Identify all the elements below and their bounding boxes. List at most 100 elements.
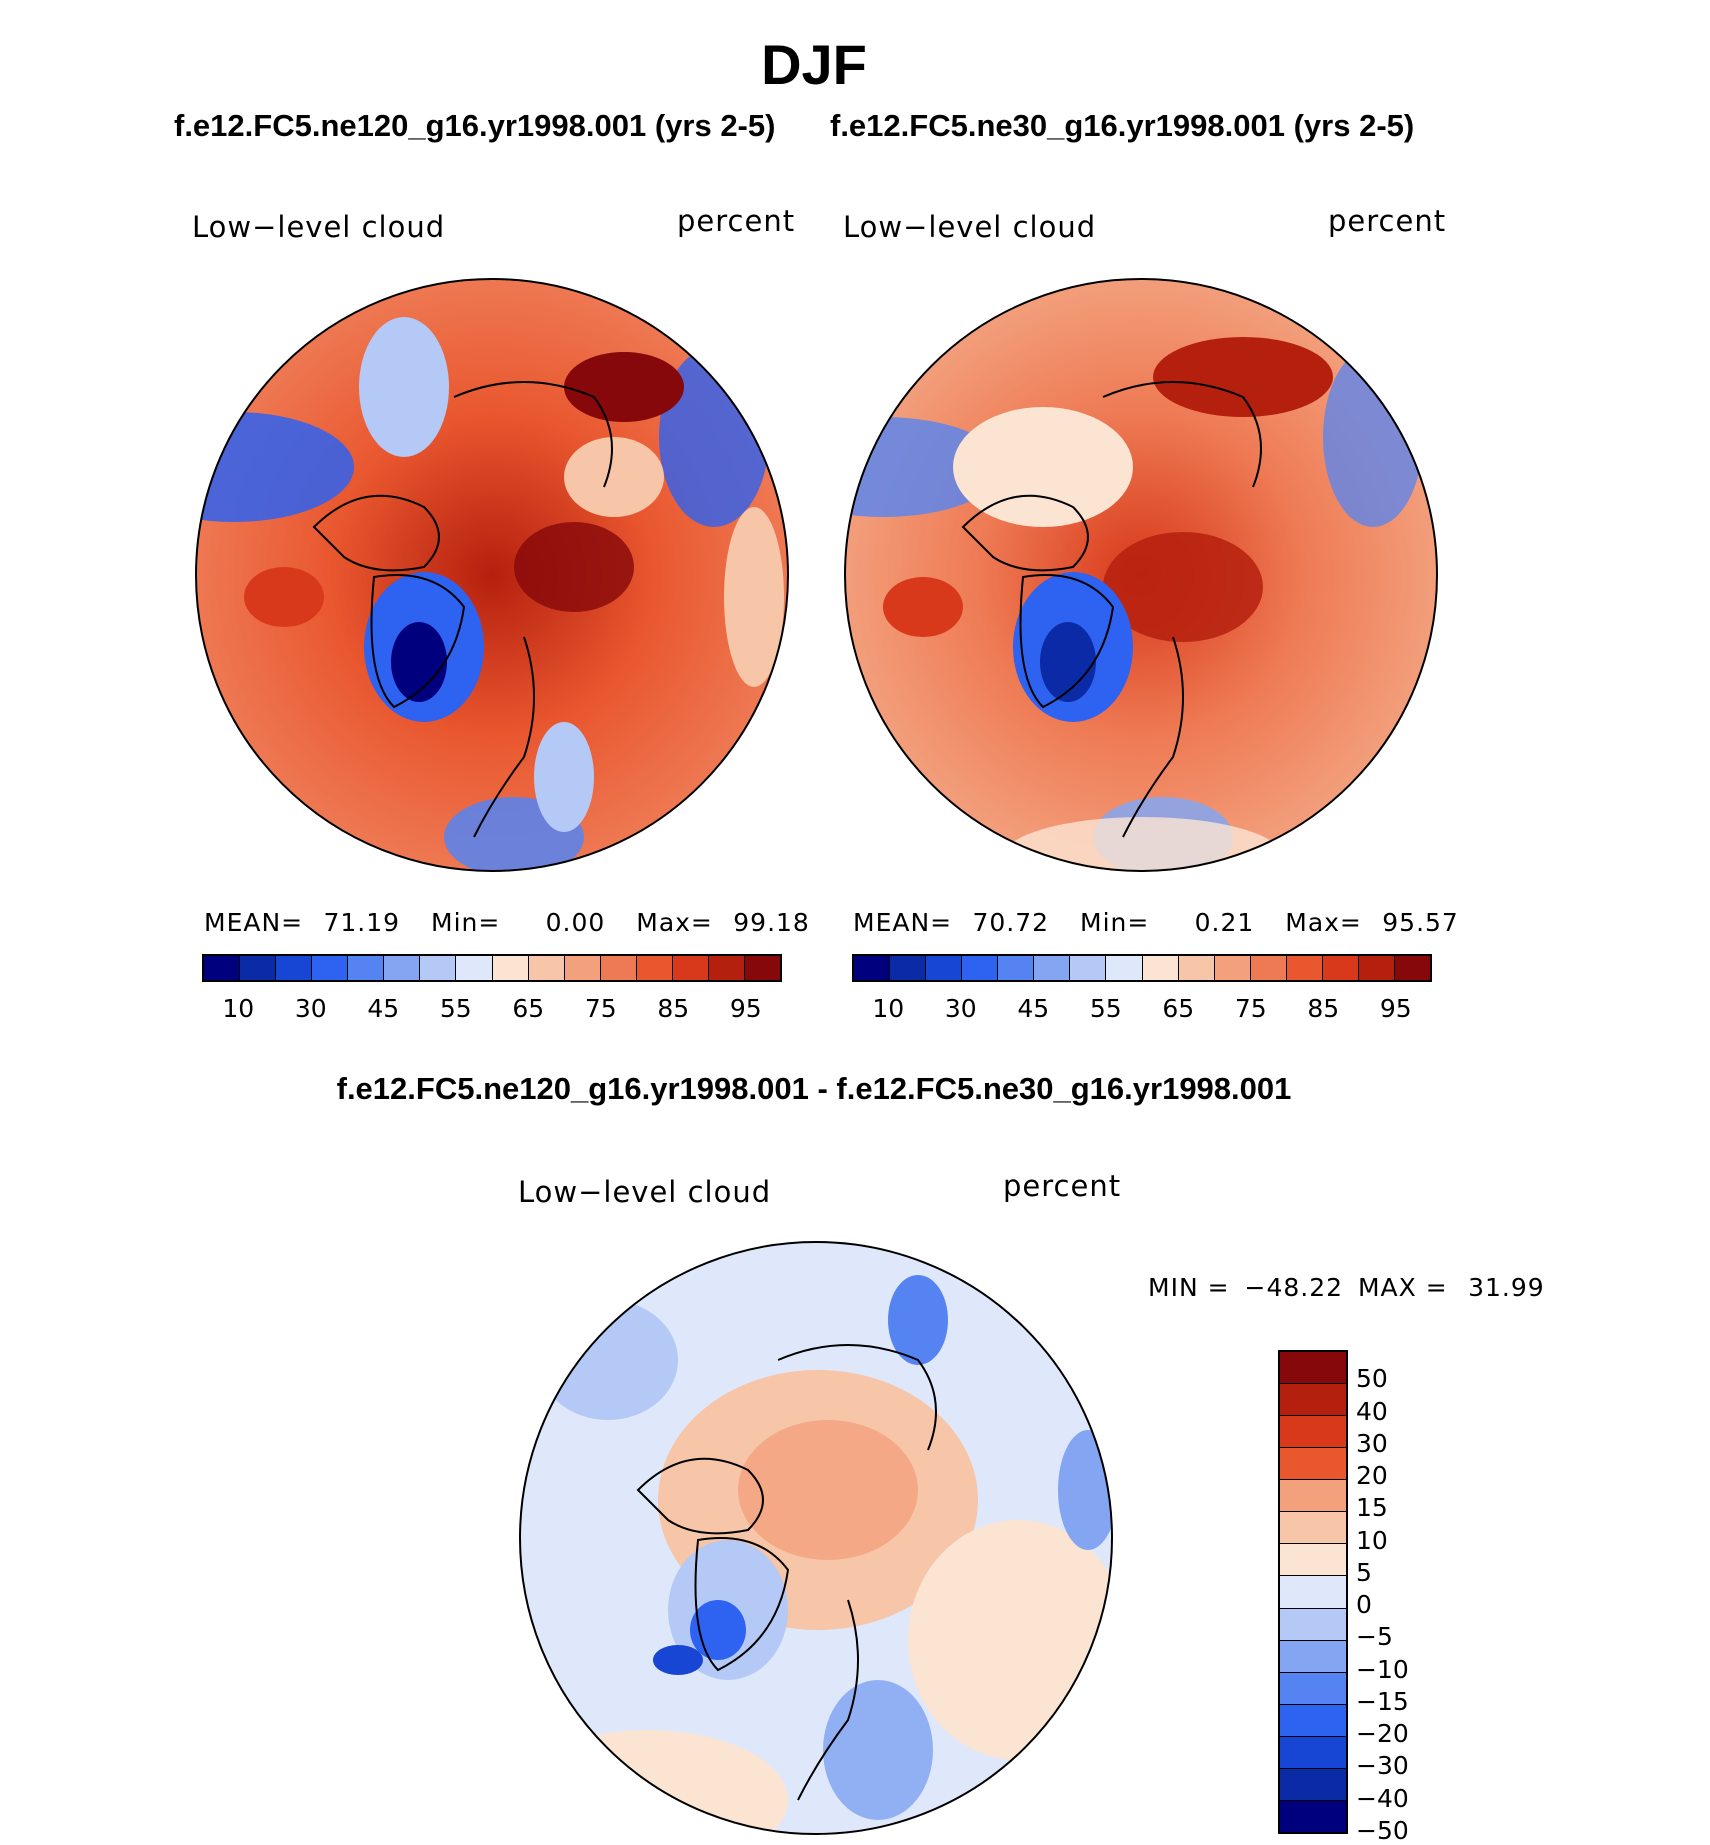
colorbar-tick-label: 55 <box>439 994 472 1023</box>
panel2-case-title: f.e12.FC5.ne30_g16.yr1998.001 (yrs 2-5) <box>830 108 1415 143</box>
colorbar-segment <box>1280 1704 1346 1737</box>
colorbar-tick-label: 55 <box>1089 994 1122 1023</box>
colorbar-tick-label: 50 <box>1356 1364 1388 1394</box>
panel1-stats: MEAN= 71.19 Min= 0.00 Max= 99.18 <box>204 908 810 937</box>
colorbar-segment <box>854 956 891 980</box>
diff-units-label: percent <box>1003 1169 1122 1203</box>
diff-colorbar <box>1278 1350 1348 1834</box>
colorbar-segment <box>1280 1768 1346 1801</box>
colorbar-segment <box>1250 956 1287 980</box>
colorbar-tick-label: −15 <box>1356 1686 1409 1716</box>
colorbar-segment <box>1280 1480 1346 1513</box>
colorbar-tick-label: −20 <box>1356 1719 1409 1749</box>
colorbar-segment <box>1280 1512 1346 1545</box>
colorbar-segment <box>672 956 709 980</box>
colorbar-segment <box>384 956 421 980</box>
colorbar-segment <box>204 956 241 980</box>
diff-polar-map <box>519 1241 1113 1835</box>
colorbar-segment <box>890 956 927 980</box>
panel1-max-value: 99.18 <box>733 908 810 937</box>
colorbar-tick-label: 95 <box>729 994 762 1023</box>
colorbar-tick-label: −10 <box>1356 1654 1409 1684</box>
colorbar-segment <box>1178 956 1215 980</box>
colorbar-segment <box>528 956 565 980</box>
panel1-max-label: Max= <box>636 908 713 937</box>
panel2-units-label: percent <box>1328 204 1447 238</box>
panel1-min-label: Min= <box>431 908 501 937</box>
colorbar-segment <box>1280 1576 1346 1609</box>
colorbar-segment <box>744 956 780 980</box>
colorbar-tick-label: 45 <box>367 994 400 1023</box>
colorbar-tick-label: 65 <box>512 994 545 1023</box>
colorbar-tick-label: 15 <box>1356 1493 1388 1523</box>
colorbar-segment <box>636 956 673 980</box>
colorbar-segment <box>312 956 349 980</box>
colorbar-segment <box>1142 956 1179 980</box>
colorbar-segment <box>1280 1800 1346 1832</box>
colorbar-segment <box>1280 1544 1346 1577</box>
colorbar-segment <box>1280 1672 1346 1705</box>
colorbar-tick-label: 10 <box>1356 1525 1388 1555</box>
panel1-mean-label: MEAN= <box>204 908 304 937</box>
colorbar-tick-label: 30 <box>294 994 327 1023</box>
panel1-case-title: f.e12.FC5.ne120_g16.yr1998.001 (yrs 2-5) <box>174 108 776 143</box>
colorbar-tick-label: 45 <box>1017 994 1050 1023</box>
colorbar-segment <box>1034 956 1071 980</box>
diff-variable-label: Low−level cloud <box>518 1175 772 1209</box>
diff-stats: MIN = −48.22 MAX = 31.99 <box>1148 1273 1545 1302</box>
colorbar-tick-label: 10 <box>222 994 255 1023</box>
colorbar-segment <box>1286 956 1323 980</box>
colorbar-segment <box>1280 1736 1346 1769</box>
colorbar-tick-label: 0 <box>1356 1590 1372 1620</box>
colorbar-tick-label: −5 <box>1356 1622 1393 1652</box>
diff-max-value: 31.99 <box>1468 1273 1545 1302</box>
colorbar-segment <box>1214 956 1251 980</box>
colorbar-tick-label: 75 <box>1234 994 1267 1023</box>
panel2-min-label: Min= <box>1080 908 1150 937</box>
colorbar-segment <box>276 956 313 980</box>
panel1-units-label: percent <box>677 204 796 238</box>
colorbar-tick-label: 20 <box>1356 1461 1388 1491</box>
panel2-stats: MEAN= 70.72 Min= 0.21 Max= 95.57 <box>853 908 1459 937</box>
colorbar-segment <box>240 956 277 980</box>
panel2-mean-value: 70.72 <box>972 908 1050 937</box>
colorbar-tick-label: 75 <box>584 994 617 1023</box>
colorbar-segment <box>998 956 1035 980</box>
colorbar-segment <box>1394 956 1430 980</box>
colorbar-segment <box>1280 1640 1346 1673</box>
panel2-min-value: 0.21 <box>1194 908 1255 937</box>
colorbar-segment <box>1280 1608 1346 1641</box>
panel1-min-value: 0.00 <box>545 908 606 937</box>
panel2-max-value: 95.57 <box>1382 908 1459 937</box>
colorbar-tick-label: 30 <box>1356 1428 1388 1458</box>
panel2-colorbar <box>852 954 1432 982</box>
colorbar-segment <box>1106 956 1143 980</box>
colorbar-tick-label: 65 <box>1162 994 1195 1023</box>
panel2-variable-label: Low−level cloud <box>843 210 1097 244</box>
panel2-polar-map <box>844 278 1438 872</box>
colorbar-segment <box>492 956 529 980</box>
diff-min-value: −48.22 <box>1244 1273 1344 1302</box>
colorbar-segment <box>926 956 963 980</box>
colorbar-segment <box>420 956 457 980</box>
diff-max-label: MAX = <box>1357 1273 1448 1302</box>
panel2-mean-label: MEAN= <box>853 908 953 937</box>
panel1-colorbar <box>202 954 782 982</box>
colorbar-segment <box>708 956 745 980</box>
colorbar-tick-label: −30 <box>1356 1751 1409 1781</box>
colorbar-segment <box>456 956 493 980</box>
colorbar-segment <box>1280 1352 1346 1385</box>
diff-title: f.e12.FC5.ne120_g16.yr1998.001 - f.e12.F… <box>336 1071 1292 1106</box>
colorbar-segment <box>1322 956 1359 980</box>
colorbar-segment <box>962 956 999 980</box>
colorbar-tick-label: 10 <box>872 994 905 1023</box>
colorbar-segment <box>1280 1448 1346 1481</box>
panel1-mean-value: 71.19 <box>323 908 401 937</box>
colorbar-segment <box>1280 1384 1346 1417</box>
colorbar-tick-label: 30 <box>944 994 977 1023</box>
colorbar-tick-label: 5 <box>1356 1557 1372 1587</box>
colorbar-segment <box>564 956 601 980</box>
colorbar-segment <box>600 956 637 980</box>
colorbar-tick-label: 85 <box>1307 994 1340 1023</box>
figure-title: DJF <box>761 33 867 96</box>
